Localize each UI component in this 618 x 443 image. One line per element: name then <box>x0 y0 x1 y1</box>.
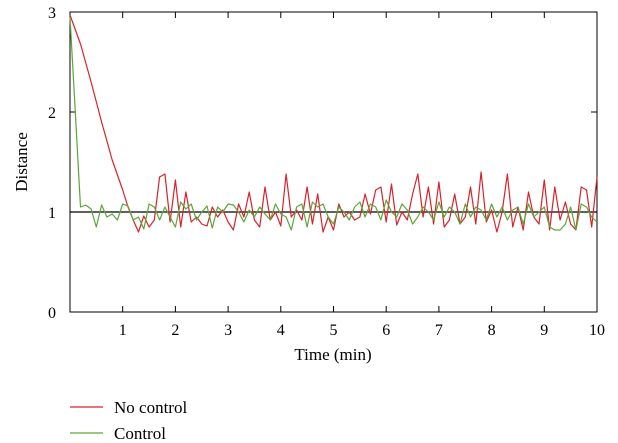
y-tick-label: 0 <box>48 305 56 322</box>
y-tick-label: 3 <box>48 5 56 22</box>
series-line-no-control <box>69 14 598 233</box>
x-tick-label: 6 <box>382 322 390 339</box>
tick-labels: 1 2 3 4 5 6 7 8 9 10 0 1 2 3 <box>48 5 605 339</box>
x-axis-label: Time (min) <box>294 345 371 364</box>
x-tick-label: 10 <box>589 322 605 339</box>
x-tick-label: 2 <box>171 322 179 339</box>
y-axis-label: Distance <box>12 132 31 191</box>
x-tick-label: 5 <box>330 322 338 339</box>
legend: No control Control <box>70 398 187 443</box>
x-tick-label: 8 <box>488 322 496 339</box>
series-layer <box>69 14 598 233</box>
legend-label-no-control: No control <box>114 398 187 417</box>
y-tick-label: 2 <box>48 105 56 122</box>
x-tick-label: 4 <box>277 322 285 339</box>
x-tick-label: 7 <box>435 322 443 339</box>
y-tick-label: 1 <box>48 205 56 222</box>
x-tick-label: 1 <box>119 322 127 339</box>
plot-frame <box>69 11 598 313</box>
series-line-control <box>69 16 598 231</box>
x-tick-label: 9 <box>540 322 548 339</box>
axis-ticks <box>70 11 598 313</box>
x-tick-label: 3 <box>224 322 232 339</box>
legend-label-control: Control <box>114 424 166 443</box>
